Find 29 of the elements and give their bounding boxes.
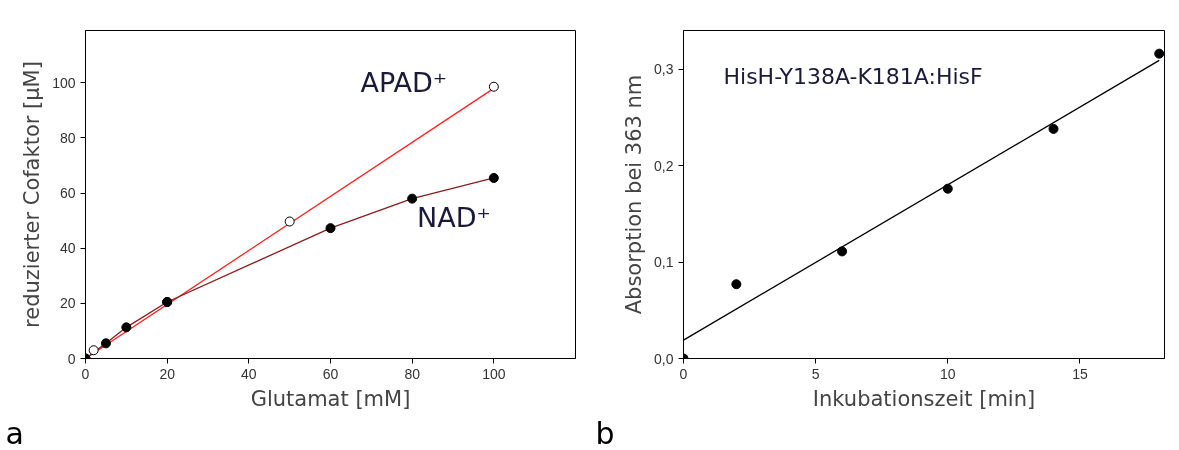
x-axis-title: Glutamat [mM] — [250, 386, 411, 411]
y-tick-label: 0,0 — [654, 350, 674, 367]
x-axis-title: Inkubationszeit [min] — [812, 386, 1036, 411]
y-tick-label: 60 — [59, 185, 76, 202]
text: b — [595, 415, 615, 450]
text: a — [5, 415, 24, 450]
y-tick-label: 0,1 — [654, 254, 674, 271]
series-label: NAD⁺ — [416, 201, 491, 233]
x-tick-label: 100 — [482, 365, 506, 382]
x-tick-label: 0 — [679, 365, 688, 382]
y-tick-label: 0 — [67, 350, 76, 367]
y-tick-label: 0,3 — [654, 61, 674, 78]
series-label: APAD⁺ — [360, 67, 448, 99]
y-tick-label: 80 — [59, 130, 76, 146]
y-axis-title: reduzierter Cofaktor [µM] — [20, 61, 45, 328]
x-tick-label: 20 — [159, 365, 176, 382]
y-tick-label: 100 — [52, 74, 76, 91]
x-tick-label: 0 — [81, 365, 90, 382]
x-tick-label: 10 — [940, 365, 956, 382]
y-axis-title: Absorption bei 363 nm — [622, 74, 647, 315]
y-tick-label: 0,2 — [654, 157, 674, 174]
x-tick-label: 15 — [1072, 365, 1088, 382]
x-tick-label: 40 — [241, 365, 257, 382]
y-tick-label: 20 — [59, 295, 76, 312]
x-tick-label: 80 — [404, 365, 421, 382]
y-tick-label: 40 — [59, 240, 76, 257]
x-tick-label: 60 — [322, 365, 339, 382]
annotation: HisH-Y138A-K181A:HisF — [723, 63, 983, 89]
x-tick-label: 5 — [811, 365, 820, 382]
